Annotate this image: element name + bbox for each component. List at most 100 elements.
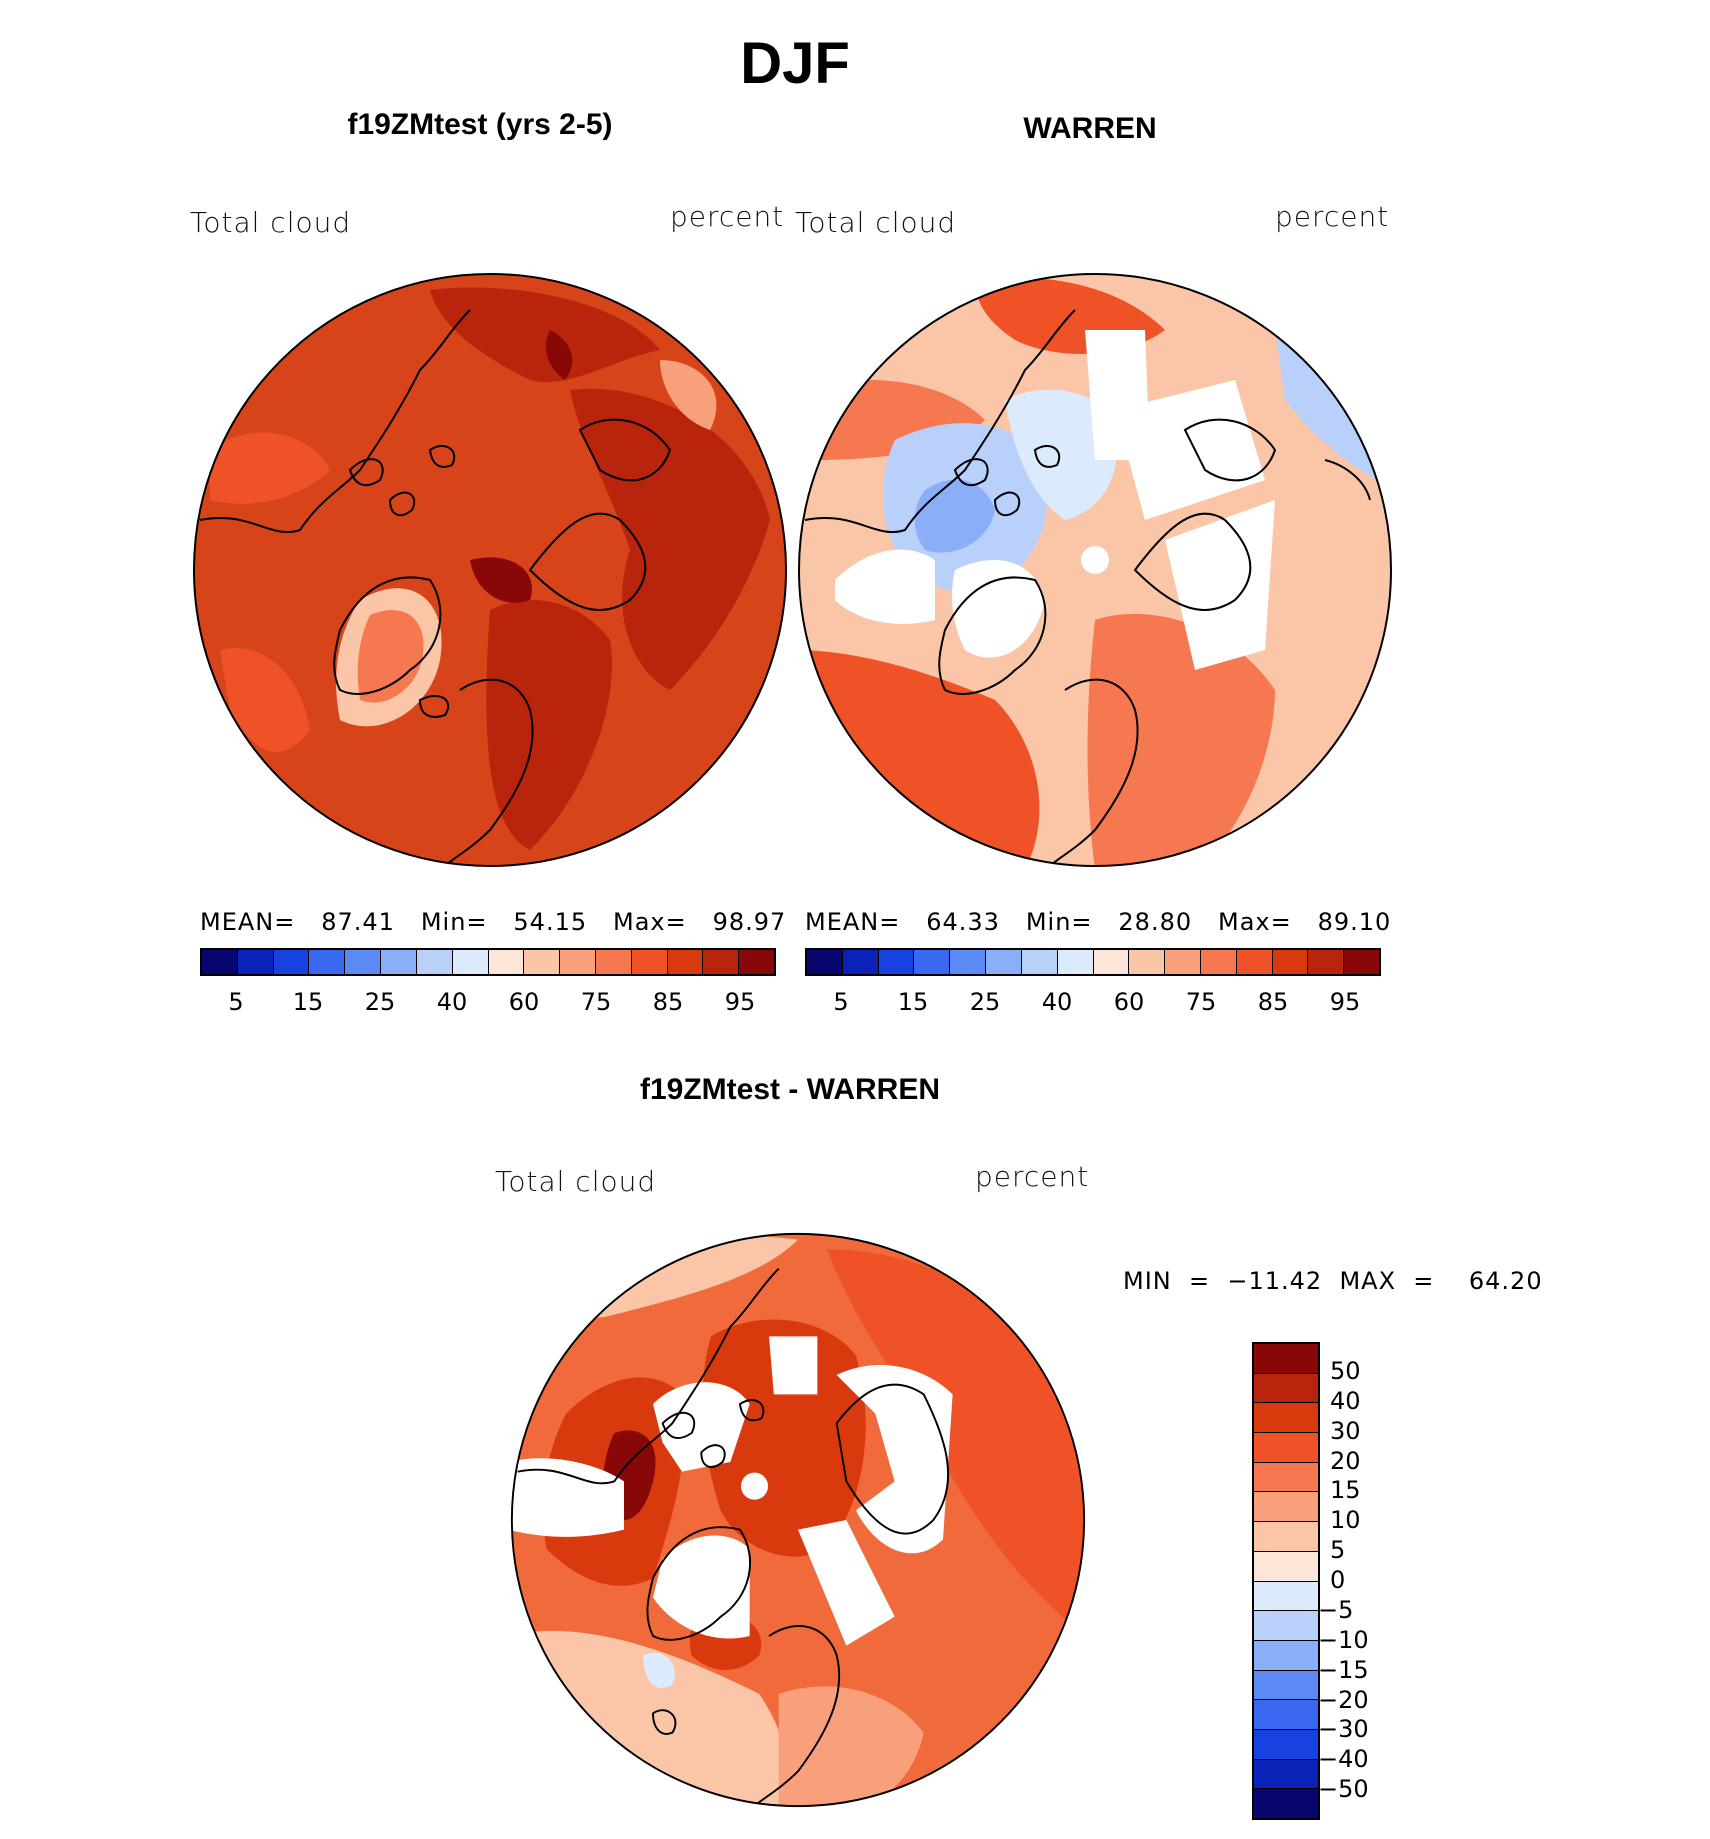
diff-colorbar-tick-label: 20: [1330, 1446, 1361, 1475]
colorbar-tick-label: 75: [580, 988, 612, 1016]
colorbar-swatch: [237, 950, 274, 974]
diff-field-patch: [702, 1319, 866, 1557]
diff-colorbar-tick-label: −20: [1318, 1685, 1369, 1714]
diff-colorbar-swatch: [1254, 1403, 1318, 1434]
colorbar-tick-label: 15: [897, 988, 929, 1016]
diff-missing-data-wedge: [511, 1458, 624, 1537]
colorbar-swatch: [345, 950, 382, 974]
diff-colorbar-tick-label: −30: [1318, 1715, 1369, 1744]
obs-pole-hole: [1081, 546, 1109, 574]
diff-colorbar-tick-label: −10: [1318, 1625, 1369, 1654]
diff-colorbar-swatch: [1254, 1492, 1318, 1523]
model-field-patch: [210, 432, 330, 504]
colorbar-swatch: [1165, 950, 1201, 974]
colorbar-tick-label: 15: [292, 988, 324, 1016]
diff-colorbar-swatch: [1254, 1344, 1318, 1374]
colorbar-swatch: [703, 950, 740, 974]
diff-colorbar-ticks: 50 40 30 20 15 10 5 0 −5 −10 −15 −20 −30 −40 −50: [1318, 1342, 1410, 1820]
obs-stats: MEAN= 64.33 Min= 28.80 Max= 89.10: [805, 908, 1392, 936]
model-field-patch: [430, 287, 660, 383]
diff-minmax: MIN = −11.42 MAX = 64.20: [1123, 1267, 1543, 1295]
model-coastlines: [199, 309, 672, 866]
colorbar-swatch: [309, 950, 346, 974]
diff-colorbar-swatch: [1254, 1551, 1318, 1582]
obs-missing-data-wedge: [952, 560, 1045, 658]
obs-field-patch: [1005, 389, 1118, 520]
diff-pole-hole: [740, 1472, 769, 1500]
obs-field-patch: [1087, 613, 1275, 866]
model-polar-map: [193, 273, 787, 867]
model-map-border: [193, 273, 787, 867]
colorbar-swatch: [560, 950, 596, 974]
colorbar-swatch: [1236, 950, 1273, 974]
colorbar-tick-label: 75: [1185, 988, 1217, 1016]
diff-colorbar-swatch: [1254, 1729, 1318, 1760]
colorbar-tick-label: 5: [833, 988, 849, 1016]
obs-variable-label: Total cloud: [795, 206, 957, 239]
colorbar-tick-label: 40: [436, 988, 468, 1016]
diff-colorbar-swatch: [1254, 1759, 1318, 1790]
colorbar-swatch: [488, 950, 525, 974]
model-stats: MEAN= 87.41 Min= 54.15 Max= 98.97: [200, 908, 787, 936]
diff-colorbar-tick-label: 0: [1330, 1566, 1346, 1594]
model-field-patch: [570, 388, 770, 690]
colorbar-swatch: [1129, 950, 1166, 974]
obs-colorbar-ticks: 5 15 25 40 60 75 85 95: [805, 988, 1381, 1018]
colorbar-tick-label: 60: [508, 988, 540, 1016]
colorbar-swatch: [452, 950, 489, 974]
colorbar-swatch: [950, 950, 987, 974]
diff-units-label: percent: [975, 1160, 1090, 1193]
colorbar-swatch: [1344, 950, 1379, 974]
model-units-label: percent: [670, 200, 785, 233]
colorbar-swatch: [595, 950, 632, 974]
colorbar-swatch: [914, 950, 951, 974]
model-colorbar: [200, 948, 776, 976]
colorbar-swatch: [739, 950, 774, 974]
colorbar-swatch: [878, 950, 915, 974]
diff-colorbar-swatch: [1254, 1789, 1318, 1818]
colorbar-tick-label: 60: [1113, 988, 1145, 1016]
obs-coastlines: [804, 309, 1371, 866]
obs-polar-map: [798, 273, 1392, 867]
colorbar-tick-label: 85: [1257, 988, 1289, 1016]
colorbar-swatch: [631, 950, 668, 974]
diff-coastlines: [517, 1267, 949, 1807]
diff-missing-data-wedge: [769, 1336, 818, 1395]
diff-colorbar-tick-label: 10: [1330, 1506, 1361, 1535]
diff-colorbar-swatch: [1254, 1462, 1318, 1493]
diff-colorbar-tick-label: −50: [1318, 1775, 1369, 1804]
diff-colorbar-tick-label: 15: [1330, 1476, 1361, 1505]
colorbar-swatch: [1057, 950, 1094, 974]
colorbar-swatch: [667, 950, 704, 974]
diff-field-patch: [643, 1652, 675, 1688]
model-panel-title: f19ZMtest (yrs 2-5): [347, 108, 613, 141]
diff-colorbar-swatch: [1254, 1373, 1318, 1404]
colorbar-swatch: [1021, 950, 1058, 974]
diff-colorbar-tick-label: 40: [1330, 1386, 1361, 1415]
diff-colorbar-swatch: [1254, 1670, 1318, 1701]
obs-missing-data-wedge: [1115, 380, 1265, 520]
diff-colorbar-tick-label: 30: [1330, 1416, 1361, 1445]
model-colorbar-ticks: 5 15 25 40 60 75 85 95: [200, 988, 776, 1018]
colorbar-swatch: [202, 950, 238, 974]
diff-colorbar-tick-label: −5: [1318, 1595, 1354, 1624]
colorbar-swatch: [986, 950, 1022, 974]
colorbar-swatch: [1093, 950, 1130, 974]
model-variable-label: Total cloud: [190, 206, 352, 239]
diff-colorbar-swatch: [1254, 1611, 1318, 1641]
colorbar-tick-label: 85: [652, 988, 684, 1016]
colorbar-swatch: [807, 950, 843, 974]
colorbar-swatch: [842, 950, 879, 974]
model-field-patch: [220, 648, 310, 752]
diff-field-patch: [827, 1249, 1085, 1636]
obs-field-patch: [914, 479, 995, 553]
diff-variable-label: Total cloud: [495, 1165, 657, 1198]
colorbar-tick-label: 5: [228, 988, 244, 1016]
obs-missing-data-wedge: [1165, 500, 1275, 670]
diff-colorbar: [1252, 1342, 1320, 1820]
diff-colorbar-tick-label: 50: [1330, 1356, 1361, 1385]
diff-missing-data-wedge: [798, 1520, 895, 1646]
colorbar-swatch: [381, 950, 417, 974]
diff-polar-map: [510, 1232, 1086, 1808]
diff-missing-data-wedge: [836, 1364, 953, 1554]
